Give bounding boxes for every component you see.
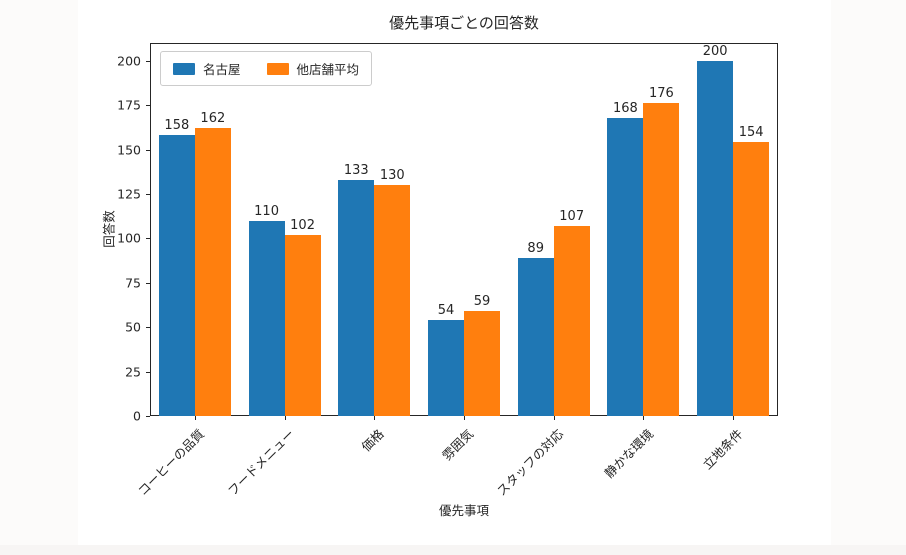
x-tick-label: 立地条件	[699, 426, 746, 473]
y-tick-label: 150	[117, 142, 141, 158]
legend-swatch-series-1	[173, 62, 195, 75]
y-tick-mark	[146, 193, 150, 195]
bar-value-label: 102	[290, 217, 315, 233]
legend: 名古屋 他店舗平均	[160, 51, 373, 86]
y-tick-mark	[146, 149, 150, 151]
x-tick-mark	[553, 416, 555, 420]
y-tick-mark	[146, 371, 150, 373]
x-tick-label: コーヒーの品質	[135, 426, 208, 499]
bar-value-label: 107	[559, 208, 585, 224]
y-axis-label: 回答数	[101, 210, 117, 248]
bar-value-label: 158	[164, 118, 190, 134]
bar-他店舗平均-4	[464, 311, 500, 416]
bar-他店舗平均-6	[643, 103, 680, 416]
bar-value-label: 59	[473, 294, 491, 310]
y-tick-mark	[146, 416, 150, 417]
chart-figure: 優先事項ごとの回答数 回答数 優先事項 0 25 50 75 100 125 150 175 2…	[78, 0, 831, 545]
x-tick-mark	[643, 416, 645, 420]
chart-title: 優先事項ごとの回答数	[389, 14, 539, 32]
bar-他店舗平均-1	[194, 128, 231, 416]
y-tick-mark	[146, 60, 150, 62]
x-tick-mark	[374, 416, 376, 420]
bar-名古屋-7	[697, 60, 734, 416]
x-tick-label: フードメニュー	[224, 426, 298, 499]
bar-value-label: 168	[613, 100, 638, 116]
y-tick-mark	[146, 327, 150, 329]
bar-value-label: 110	[254, 203, 279, 219]
x-tick-mark	[733, 416, 735, 420]
x-tick-mark	[464, 416, 465, 420]
y-tick-label: 0	[133, 408, 141, 424]
x-tick-label: 静かな環境	[601, 426, 657, 481]
x-tick-label: 価格	[358, 426, 388, 455]
y-tick-label: 125	[117, 186, 141, 202]
y-tick-label: 50	[125, 319, 141, 335]
bar-value-label: 89	[527, 240, 544, 256]
bar-名古屋-4	[428, 320, 464, 416]
x-tick-mark	[194, 416, 196, 420]
bar-名古屋-1	[158, 135, 195, 416]
bar-value-label: 176	[649, 86, 674, 102]
bar-他店舗平均-5	[553, 225, 590, 416]
bar-名古屋-2	[248, 220, 285, 416]
bar-他店舗平均-3	[374, 185, 411, 416]
legend-item-series-1: 名古屋	[173, 59, 241, 78]
x-tick-mark	[284, 416, 286, 420]
bar-value-label: 162	[200, 111, 226, 127]
bar-他店舗平均-2	[284, 234, 321, 416]
bar-value-label: 200	[702, 43, 728, 59]
bar-value-label: 154	[738, 125, 764, 141]
x-tick-label: 雰囲気	[439, 426, 477, 464]
bar-value-label: 130	[379, 168, 405, 184]
y-tick-mark	[146, 282, 150, 284]
y-tick-label: 175	[117, 97, 141, 113]
y-tick-mark	[146, 238, 150, 240]
bar-名古屋-5	[517, 257, 554, 416]
bar-value-label: 54	[437, 303, 455, 319]
bar-他店舗平均-7	[733, 142, 770, 416]
page-footer-band	[0, 545, 906, 555]
y-tick-label: 200	[117, 53, 141, 69]
y-tick-label: 25	[125, 364, 141, 380]
legend-swatch-series-2	[266, 62, 289, 75]
legend-label-series-2: 他店舗平均	[296, 62, 360, 77]
y-tick-label: 100	[117, 230, 141, 246]
y-tick-mark	[146, 105, 150, 107]
bar-value-label: 133	[343, 162, 369, 178]
x-tick-label: スタッフの対応	[493, 426, 567, 499]
x-axis-label: 優先事項	[438, 503, 489, 518]
y-tick-label: 75	[125, 275, 141, 291]
legend-item-series-2: 他店舗平均	[266, 59, 360, 78]
bar-名古屋-3	[338, 179, 375, 416]
legend-label-series-1: 名古屋	[203, 62, 241, 77]
bar-名古屋-6	[607, 117, 644, 416]
